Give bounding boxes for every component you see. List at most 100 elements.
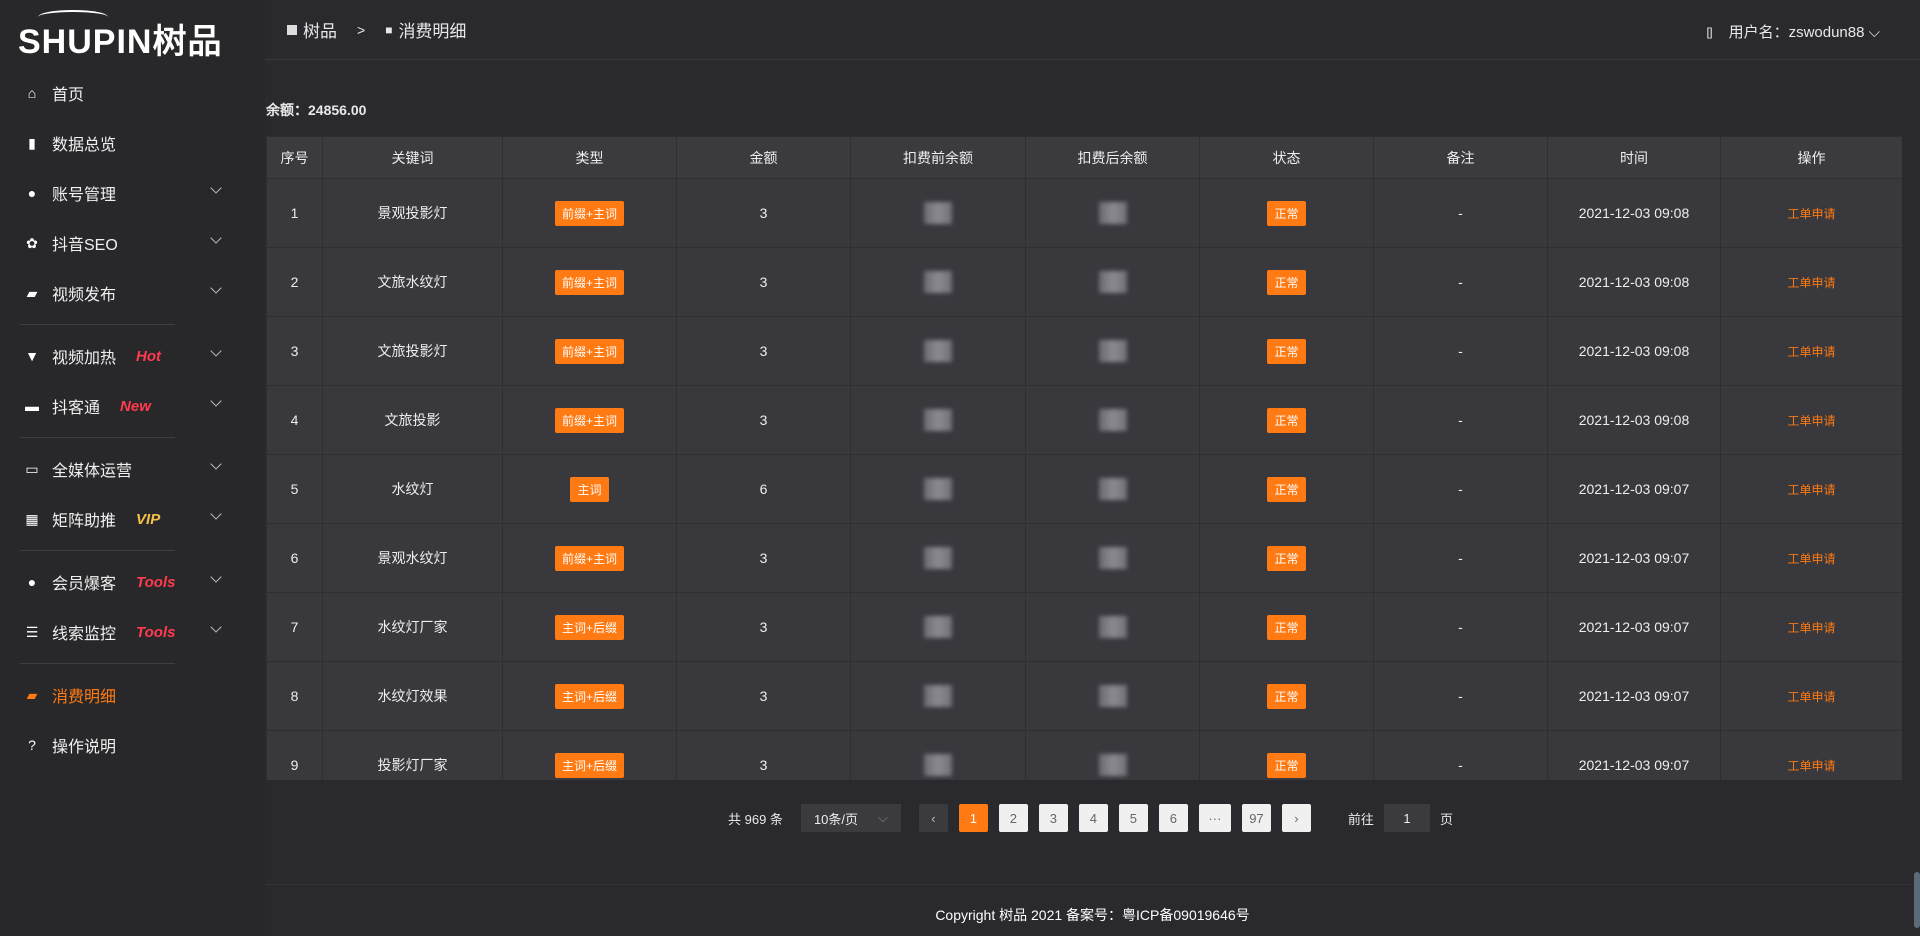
user-menu[interactable]: 用户名：zswodun88 ⌵ xyxy=(1728,24,1880,41)
time-cell: 2021-12-03 09:08 xyxy=(1547,178,1721,248)
sidebar-item-label: 操作说明 xyxy=(52,739,117,756)
user-icon: ● xyxy=(27,574,37,590)
sidebar-divider xyxy=(20,324,175,325)
sidebar-item-label: 全媒体运营 xyxy=(52,463,133,480)
fullscreen-icon[interactable]: [ ] xyxy=(1706,24,1713,39)
status-badge: 正常 xyxy=(1267,338,1306,364)
sidebar-item[interactable]: ▰ 视频发布 xyxy=(0,268,265,318)
table-row: 6 景观水纹灯 前缀+主词 3 正常 - 2021-12-03 09:07 工单… xyxy=(266,523,1902,593)
ticket-request-link[interactable]: 工单申请 xyxy=(1787,689,1836,704)
type-badge: 主词 xyxy=(570,476,609,502)
column-header: 扣费前余额 xyxy=(850,136,1026,179)
sidebar: SHUPIN树品 ⌂ 首页 ▮ 数据总览 ● 账号管理 ✿ 抖音SEO ▰ 视频发布 ▼ 视频加热 Ho… xyxy=(0,0,265,936)
breadcrumb-separator: > xyxy=(357,21,366,38)
column-header: 关键词 xyxy=(322,136,503,179)
redacted-value xyxy=(1098,685,1127,707)
page-button[interactable]: 5 xyxy=(1118,804,1148,832)
redacted-value xyxy=(924,478,952,500)
sidebar-item[interactable]: ▬ 抖客通 New xyxy=(0,381,265,431)
page-button[interactable]: 97 xyxy=(1241,804,1271,832)
keyword-cell: 文旅投影灯 xyxy=(322,316,503,386)
ticket-request-link[interactable]: 工单申请 xyxy=(1787,344,1836,359)
column-header: 序号 xyxy=(266,136,323,179)
goto-label: 前往 xyxy=(1347,811,1374,827)
sidebar-item[interactable]: ? 操作说明 xyxy=(0,720,265,770)
table-row: 4 文旅投影 前缀+主词 3 正常 - 2021-12-03 09:08 工单申… xyxy=(266,385,1902,455)
page-size-select[interactable]: 10条/页 ⌵ xyxy=(800,804,901,832)
redacted-value xyxy=(1098,547,1127,569)
sidebar-item[interactable]: ● 账号管理 xyxy=(0,168,265,218)
keyword-cell: 水纹灯厂家 xyxy=(322,592,503,662)
status-badge: 正常 xyxy=(1267,545,1306,571)
logo: SHUPIN树品 xyxy=(18,10,222,63)
amount-cell: 3 xyxy=(676,523,851,593)
redacted-value xyxy=(924,547,952,569)
chevron-down-icon xyxy=(210,458,222,470)
prev-page-button[interactable]: ‹ xyxy=(918,804,948,832)
row-number: 9 xyxy=(266,730,323,780)
page-button[interactable]: 1 xyxy=(958,804,988,832)
sidebar-item[interactable]: ▮ 数据总览 xyxy=(0,118,265,168)
sidebar-item[interactable]: ⌂ 首页 xyxy=(0,68,265,118)
sidebar-item[interactable]: ▭ 全媒体运营 xyxy=(0,444,265,494)
page-button[interactable]: 6 xyxy=(1158,804,1188,832)
header: 树品 > ■ 消费明细 [ ] 用户名：zswodun88 ⌵ xyxy=(265,0,1920,60)
sidebar-item[interactable]: ✿ 抖音SEO xyxy=(0,218,265,268)
chevron-down-icon xyxy=(210,508,222,520)
footer: Copyright 树品 2021 备案号：粤ICP备09019646号 xyxy=(265,884,1920,936)
sidebar-item-label: 线索监控 xyxy=(52,626,117,643)
chevron-down-icon xyxy=(210,571,222,583)
ticket-request-link[interactable]: 工单申请 xyxy=(1787,413,1836,428)
sidebar-item[interactable]: ▦ 矩阵助推 VIP xyxy=(0,494,265,544)
table-row: 5 水纹灯 主词 6 正常 - 2021-12-03 09:07 工单申请 xyxy=(266,454,1902,524)
wallet-icon: ■ xyxy=(385,22,393,37)
breadcrumb: 树品 > ■ 消费明细 xyxy=(287,17,466,42)
chevron-down-icon: ⌵ xyxy=(878,810,888,825)
ticket-request-link[interactable]: 工单申请 xyxy=(1787,620,1836,635)
type-badge: 主词+后缀 xyxy=(554,752,624,778)
sidebar-item[interactable]: ● 会员爆客 Tools xyxy=(0,557,265,607)
page-button[interactable]: 4 xyxy=(1078,804,1108,832)
scrollbar[interactable] xyxy=(1914,872,1920,928)
breadcrumb-item: 消费明细 xyxy=(398,22,467,41)
sidebar-item[interactable]: ▰ 消费明细 xyxy=(0,670,265,720)
type-badge: 前缀+主词 xyxy=(554,545,624,571)
column-header: 时间 xyxy=(1547,136,1721,179)
time-cell: 2021-12-03 09:07 xyxy=(1547,523,1721,593)
redacted-value xyxy=(924,271,952,293)
column-header: 扣费后余额 xyxy=(1025,136,1200,179)
time-cell: 2021-12-03 09:07 xyxy=(1547,592,1721,662)
page-button[interactable]: ··· xyxy=(1198,804,1231,832)
redacted-value xyxy=(924,685,952,707)
type-badge: 主词+后缀 xyxy=(554,683,624,709)
amount-cell: 3 xyxy=(676,661,851,731)
goto-page-input[interactable]: 1 xyxy=(1383,804,1430,832)
next-page-button[interactable]: › xyxy=(1281,804,1311,832)
wallet-icon: ▰ xyxy=(26,686,38,703)
keyword-cell: 水纹灯效果 xyxy=(322,661,503,731)
sidebar-item[interactable]: ☰ 线索监控 Tools xyxy=(0,607,265,657)
redacted-value xyxy=(924,409,952,431)
ticket-request-link[interactable]: 工单申请 xyxy=(1787,758,1836,773)
sidebar-item-label: 消费明细 xyxy=(52,689,117,706)
redacted-value xyxy=(924,754,952,776)
time-cell: 2021-12-03 09:08 xyxy=(1547,247,1721,317)
table-row: 2 文旅水纹灯 前缀+主词 3 正常 - 2021-12-03 09:08 工单… xyxy=(266,247,1902,317)
sliders-icon: ☰ xyxy=(25,623,39,640)
page-button[interactable]: 2 xyxy=(998,804,1028,832)
redacted-value xyxy=(1098,478,1127,500)
sidebar-item-label: 视频发布 xyxy=(52,287,117,304)
sidebar-item[interactable]: ▼ 视频加热 Hot xyxy=(0,331,265,381)
page-button[interactable]: 3 xyxy=(1038,804,1068,832)
sidebar-item-label: 会员爆客 xyxy=(52,576,117,593)
ticket-request-link[interactable]: 工单申请 xyxy=(1787,551,1836,566)
time-cell: 2021-12-03 09:07 xyxy=(1547,454,1721,524)
breadcrumb-item[interactable]: 树品 xyxy=(303,22,337,41)
ticket-request-link[interactable]: 工单申请 xyxy=(1787,206,1836,221)
monitor-icon: ▭ xyxy=(25,460,39,477)
keyword-cell: 水纹灯 xyxy=(322,454,503,524)
ticket-request-link[interactable]: 工单申请 xyxy=(1787,275,1836,290)
home-icon xyxy=(287,24,297,35)
status-badge: 正常 xyxy=(1267,269,1306,295)
ticket-request-link[interactable]: 工单申请 xyxy=(1787,482,1836,497)
